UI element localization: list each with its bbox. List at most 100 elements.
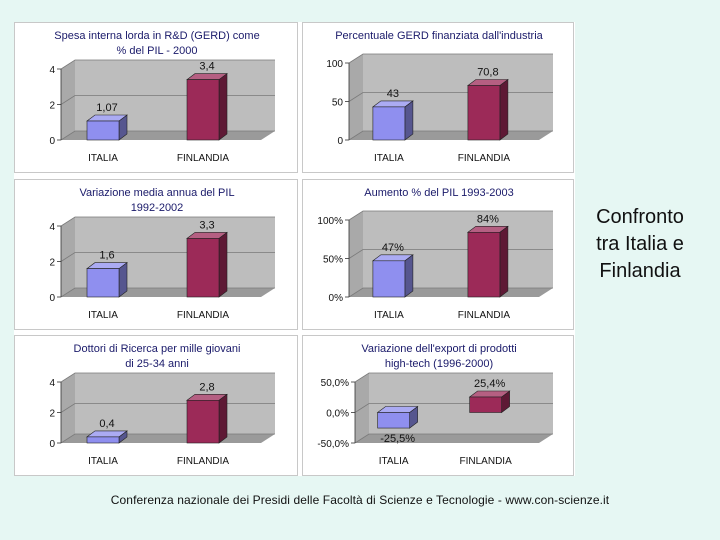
bar-side <box>404 100 414 141</box>
y-tick-label: 50 <box>332 98 344 109</box>
bar-front <box>372 106 406 141</box>
data-label: 0,4 <box>99 418 114 430</box>
y-tick-label: 4 <box>49 222 55 233</box>
bar-italia <box>86 430 128 444</box>
chart-svg: Aumento % del PIL 1993-2003 0% 50% 100% 47% I… <box>317 187 553 321</box>
gridline <box>60 372 275 383</box>
data-label: 3,3 <box>199 219 214 231</box>
y-tick-label: 2 <box>49 258 55 269</box>
chart-title: 1992-2002 <box>131 202 184 214</box>
chart-title: Dottori di Ricerca per mille giovani <box>74 343 241 355</box>
bar-front <box>86 436 120 444</box>
y-tick-label: 0 <box>337 136 343 147</box>
bar-finlandia <box>186 231 228 298</box>
category-label: FINLANDIA <box>177 456 230 467</box>
slide-title: Confronto tra Italia e Finlandia <box>596 206 684 282</box>
y-tick-label: 0 <box>49 293 55 304</box>
category-label: FINLANDIA <box>460 456 513 467</box>
bar-italia <box>372 254 414 298</box>
chart-svg: Variazione media annua del PIL 1992-2002 0… <box>49 187 275 321</box>
y-tick-label: 0 <box>49 439 55 450</box>
category-label: ITALIA <box>374 153 404 164</box>
bar-italia <box>376 405 419 429</box>
bar-front <box>86 120 120 141</box>
category-label: FINLANDIA <box>177 310 230 321</box>
y-tick-label: 0% <box>329 293 344 304</box>
y-tick-label: 0 <box>49 136 55 147</box>
bar-side <box>499 225 509 298</box>
chart-title: Aumento % del PIL 1993-2003 <box>364 187 513 199</box>
y-tick-label: 2 <box>49 409 55 420</box>
category-label: FINLANDIA <box>458 153 511 164</box>
bar-front <box>467 232 501 298</box>
chart-panel-pil-aumento: Aumento % del PIL 1993-2003 0% 50% 100% 47% I… <box>302 179 574 330</box>
y-tick-label: -50,0% <box>317 439 349 450</box>
chart-svg: Spesa interna lorda in R&D (GERD) come % … <box>49 30 275 164</box>
category-label: FINLANDIA <box>458 310 511 321</box>
bar-finlandia <box>466 78 509 141</box>
bar-front <box>469 396 502 413</box>
bar-front <box>467 85 501 141</box>
y-tick-label: 0,0% <box>326 409 349 420</box>
gridline <box>60 59 275 70</box>
chart-panel-gerd-industria: Percentuale GERD finanziata dall'industr… <box>302 22 574 173</box>
chart-panel-gerd: Spesa interna lorda in R&D (GERD) come % … <box>14 22 298 173</box>
chart-title: Percentuale GERD finanziata dall'industr… <box>335 30 543 42</box>
gridline <box>348 210 553 221</box>
bar-finlandia <box>186 393 228 444</box>
data-label: 70,8 <box>477 66 498 78</box>
chart-svg: Variazione dell'export di prodotti high-t… <box>317 343 553 467</box>
bar-front <box>372 260 406 298</box>
bar-italia <box>372 100 414 141</box>
data-label: 43 <box>387 88 399 100</box>
bar-finlandia <box>466 225 509 298</box>
category-label: ITALIA <box>88 456 118 467</box>
chart-title: % del PIL - 2000 <box>117 45 198 57</box>
category-label: ITALIA <box>379 456 409 467</box>
bar-front <box>377 412 410 429</box>
category-label: ITALIA <box>374 310 404 321</box>
bar-finlandia <box>468 390 511 414</box>
plot-floor <box>355 434 553 443</box>
bar-side <box>218 393 228 444</box>
chart-title: high-tech (1996-2000) <box>385 358 493 370</box>
bar-front <box>186 79 220 141</box>
y-tick-label: 2 <box>49 101 55 112</box>
y-tick-label: 4 <box>49 65 55 76</box>
bar-front <box>86 268 120 298</box>
gridline <box>354 433 553 444</box>
category-label: FINLANDIA <box>177 153 230 164</box>
bar-front <box>186 400 220 444</box>
data-label: 25,4% <box>474 378 505 390</box>
y-tick-label: 100 <box>326 59 343 70</box>
data-label: 84% <box>477 213 499 225</box>
data-label: 2,8 <box>199 381 214 393</box>
chart-title: Variazione media annua del PIL <box>79 187 234 199</box>
y-tick-label: 50,0% <box>321 378 349 389</box>
data-label: -25,5% <box>380 433 415 445</box>
chart-panel-export-hightech: Variazione dell'export di prodotti high-t… <box>302 335 574 476</box>
bar-side <box>218 231 228 298</box>
y-tick-label: 100% <box>317 216 343 227</box>
gridline <box>354 372 553 383</box>
bar-italia <box>86 114 128 141</box>
data-label: 3,4 <box>199 61 214 73</box>
category-label: ITALIA <box>88 310 118 321</box>
chart-title: Spesa interna lorda in R&D (GERD) come <box>54 30 259 42</box>
chart-panel-pil-variazione: Variazione media annua del PIL 1992-2002 0… <box>14 179 298 330</box>
slide-footer: Conferenza nazionale dei Presidi delle F… <box>110 493 610 507</box>
chart-svg: Dottori di Ricerca per mille giovani di 2… <box>49 343 275 467</box>
y-tick-label: 50% <box>323 255 343 266</box>
data-label: 1,6 <box>99 250 114 262</box>
bar-front <box>186 238 220 298</box>
bar-side <box>404 254 414 298</box>
y-tick-label: 4 <box>49 378 55 389</box>
chart-svg: Percentuale GERD finanziata dall'industr… <box>326 30 553 164</box>
chart-title: di 25-34 anni <box>125 358 189 370</box>
chart-grid: Spesa interna lorda in R&D (GERD) come % … <box>14 22 575 476</box>
bar-side <box>499 78 509 141</box>
category-label: ITALIA <box>88 153 118 164</box>
data-label: 47% <box>382 242 404 254</box>
bar-italia <box>86 261 128 298</box>
bar-side <box>218 72 228 141</box>
